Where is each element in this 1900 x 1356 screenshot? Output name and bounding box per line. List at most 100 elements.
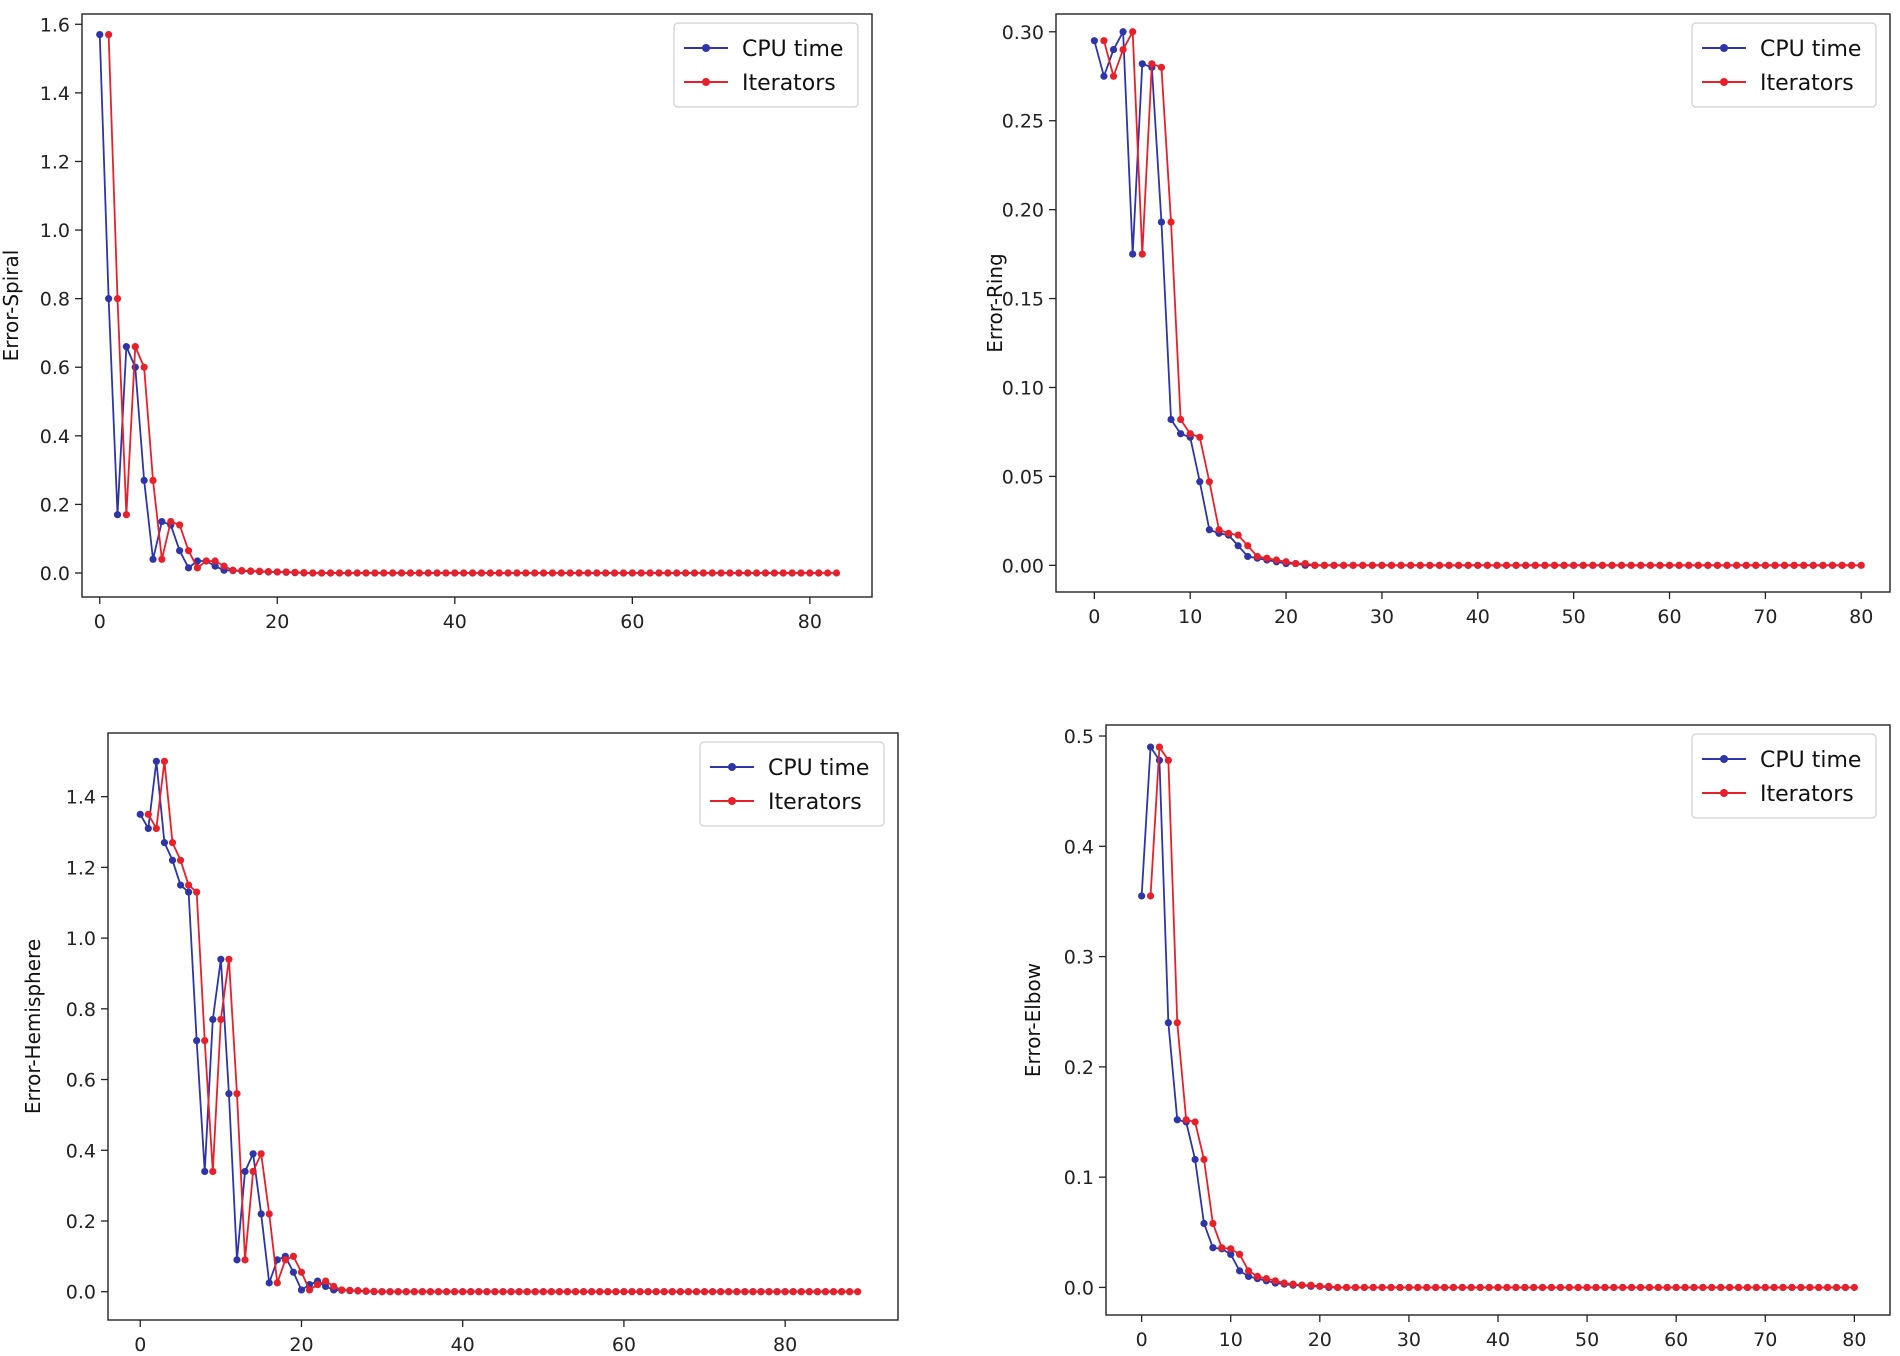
data-point xyxy=(233,1090,241,1098)
data-point xyxy=(241,1256,249,1264)
data-point xyxy=(1227,1245,1235,1253)
data-point xyxy=(690,569,699,577)
data-point xyxy=(596,1288,604,1296)
plot-area-frame xyxy=(107,732,899,1321)
x-tick-label: 50 xyxy=(1575,1329,1599,1351)
data-point xyxy=(1530,1283,1538,1292)
data-point xyxy=(322,1277,330,1285)
x-tick-label: 80 xyxy=(773,1334,797,1356)
data-point xyxy=(699,569,707,577)
data-point xyxy=(612,1288,620,1296)
legend-entry-label: CPU time xyxy=(768,756,869,781)
data-point xyxy=(1550,561,1559,569)
data-point xyxy=(1458,1283,1466,1292)
data-point xyxy=(1253,552,1261,561)
data-point xyxy=(1565,1283,1573,1292)
data-point xyxy=(1815,1283,1823,1292)
legend-swatch-marker xyxy=(728,797,736,805)
series-line xyxy=(1149,746,1855,1289)
data-point xyxy=(1828,561,1837,569)
data-point xyxy=(378,1288,386,1296)
data-point xyxy=(184,564,193,572)
data-point xyxy=(160,757,169,765)
x-tick-label: 80 xyxy=(798,611,822,633)
data-point xyxy=(1200,1219,1208,1228)
data-point xyxy=(824,569,832,577)
data-point xyxy=(1675,561,1683,569)
data-point xyxy=(1432,1283,1440,1292)
data-point xyxy=(300,569,308,577)
data-point xyxy=(1824,1283,1832,1292)
data-point xyxy=(1780,561,1789,569)
data-point xyxy=(1177,430,1185,438)
data-point xyxy=(297,1268,306,1276)
data-point xyxy=(548,569,557,577)
data-point xyxy=(1685,561,1693,569)
data-point xyxy=(1601,1283,1609,1292)
data-point xyxy=(160,839,169,847)
data-point xyxy=(1407,561,1415,569)
data-point xyxy=(1752,561,1760,569)
data-point xyxy=(1119,45,1127,54)
data-point xyxy=(1138,892,1146,900)
data-point xyxy=(1483,561,1491,569)
data-point xyxy=(105,295,113,303)
data-point xyxy=(249,1167,257,1176)
data-point xyxy=(1292,559,1300,568)
data-point xyxy=(1512,561,1520,569)
data-point xyxy=(185,888,193,896)
data-point xyxy=(1800,561,1808,569)
data-point xyxy=(184,547,193,555)
x-tick-label: 0 xyxy=(1136,1329,1148,1351)
data-point xyxy=(717,1288,725,1296)
data-point xyxy=(829,1288,838,1296)
legend-swatch-marker xyxy=(728,763,736,771)
legend-entry-label: CPU time xyxy=(1760,748,1861,773)
data-point xyxy=(257,1210,265,1218)
data-point xyxy=(610,569,619,577)
data-point xyxy=(483,1288,491,1296)
data-point xyxy=(1387,1283,1395,1292)
data-point xyxy=(211,557,219,565)
data-point xyxy=(1234,542,1242,550)
data-point xyxy=(726,569,734,577)
data-point xyxy=(1742,561,1750,569)
data-point xyxy=(1244,542,1252,550)
y-tick-label: 0.0 xyxy=(1064,1277,1094,1299)
data-point xyxy=(1494,1283,1502,1292)
data-point xyxy=(1570,561,1578,569)
data-point xyxy=(499,1288,507,1296)
data-point xyxy=(805,1288,813,1296)
y-tick-label: 0.4 xyxy=(40,426,70,448)
y-tick-label: 0.05 xyxy=(1002,466,1044,488)
data-point xyxy=(1378,1283,1386,1292)
data-point xyxy=(442,569,450,577)
data-point xyxy=(1396,1283,1404,1292)
data-point xyxy=(158,555,166,563)
data-point xyxy=(326,569,335,577)
series-cpu-time xyxy=(96,30,823,577)
data-point xyxy=(193,564,201,572)
legend-swatch-marker xyxy=(702,78,710,86)
data-point xyxy=(513,569,521,577)
data-point xyxy=(289,1252,298,1260)
data-point xyxy=(708,569,716,577)
data-point xyxy=(1244,1267,1253,1275)
data-point xyxy=(539,569,548,577)
data-point xyxy=(1167,218,1175,226)
data-point xyxy=(1521,1283,1529,1292)
data-point xyxy=(1627,561,1635,569)
data-point xyxy=(149,476,157,484)
data-point xyxy=(354,1287,362,1295)
data-point xyxy=(1723,561,1731,569)
data-point xyxy=(1690,1283,1698,1292)
data-point xyxy=(1560,561,1568,569)
data-point xyxy=(297,1286,306,1294)
data-point xyxy=(1272,556,1281,564)
x-tick-label: 60 xyxy=(1657,606,1681,628)
data-point xyxy=(749,1288,757,1296)
series-line xyxy=(107,34,837,574)
series-iterators xyxy=(105,30,841,577)
data-point xyxy=(149,555,157,563)
